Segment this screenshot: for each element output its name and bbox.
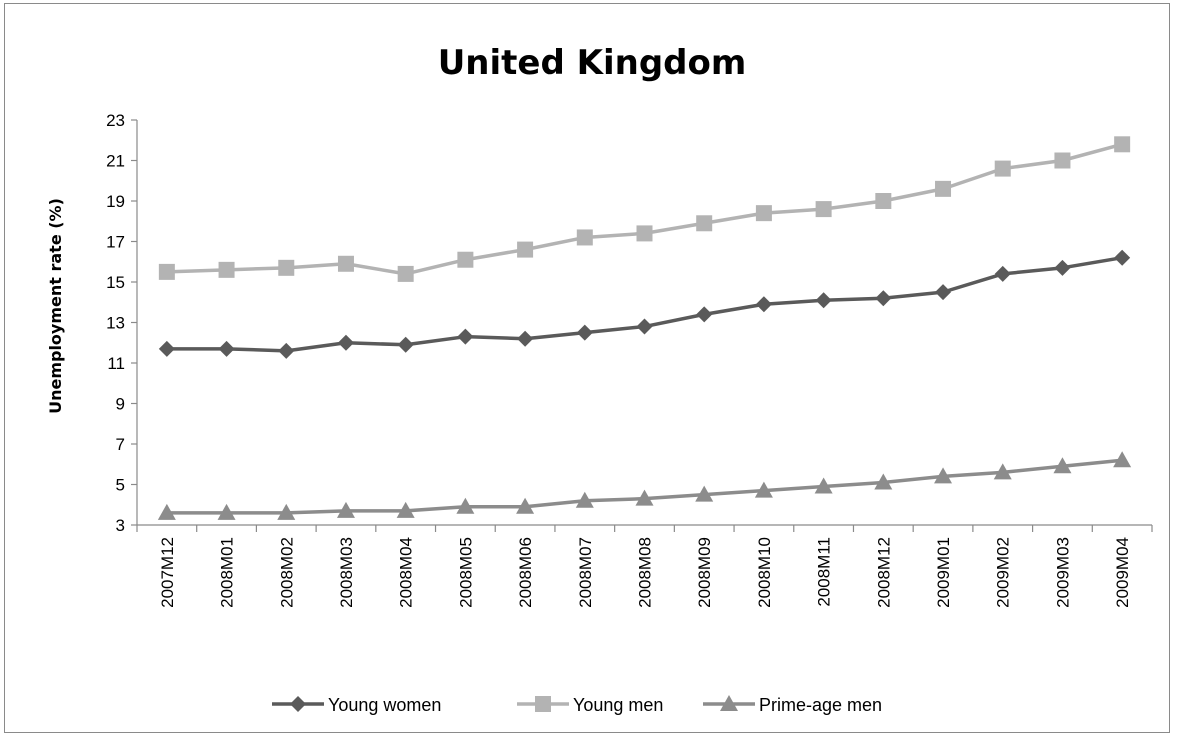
data-point-young-women [696, 306, 713, 323]
y-tick-label: 13 [106, 314, 125, 333]
data-point-young-men [278, 259, 295, 276]
data-point-prime-age-men [456, 497, 475, 514]
series-line-young-men [166, 142, 1123, 276]
legend-marker-young-women [290, 696, 306, 712]
x-tick-label: 2009M04 [1113, 537, 1132, 608]
y-tick-label: 3 [116, 516, 125, 535]
legend-marker-prime-age-men [720, 695, 738, 711]
data-point-young-women [517, 330, 534, 347]
data-point-young-men [576, 229, 593, 246]
data-point-young-men [815, 201, 832, 218]
data-point-young-men [875, 193, 892, 209]
data-point-prime-age-men [516, 497, 535, 514]
data-point-young-women [815, 292, 832, 309]
data-point-prime-age-men [754, 481, 773, 498]
data-point-prime-age-men [635, 489, 654, 506]
data-point-young-women [636, 318, 653, 335]
y-tick-label: 11 [107, 354, 125, 373]
data-point-young-men [517, 241, 534, 258]
data-point-young-men [994, 160, 1011, 177]
legend-label-young-women: Young women [328, 695, 441, 715]
data-point-young-women [457, 328, 474, 345]
data-point-young-women [1054, 259, 1071, 276]
data-point-prime-age-men [1053, 457, 1072, 474]
y-axis-title: Unemployment rate (%) [46, 198, 65, 414]
plot-area: 3 5 7 9 11 13 15 17 19 21 23 2007M12 2008M01 2008M02 2… [106, 111, 1153, 608]
data-point-prime-age-men [695, 485, 714, 502]
data-point-young-women [218, 340, 235, 357]
data-point-young-men [457, 251, 474, 268]
data-point-prime-age-men [814, 477, 833, 494]
data-point-prime-age-men [396, 501, 415, 518]
legend-marker-young-men [535, 696, 551, 712]
data-point-prime-age-men [217, 503, 236, 520]
data-point-young-men [755, 205, 772, 222]
y-tick-label: 5 [116, 476, 125, 495]
legend: Young women Young men Prime-age men [272, 695, 882, 715]
y-tick-label: 23 [106, 111, 125, 130]
data-point-prime-age-men [157, 503, 176, 520]
y-tick-label: 17 [106, 233, 125, 252]
data-point-young-men [1054, 152, 1071, 169]
data-point-young-women [397, 336, 414, 353]
data-point-young-men [397, 265, 414, 282]
chart-title: United Kingdom [438, 43, 747, 83]
data-point-prime-age-men [336, 501, 355, 518]
y-tick-label: 9 [116, 395, 125, 414]
data-point-young-women [278, 342, 295, 359]
legend-label-prime-age-men: Prime-age men [759, 695, 882, 715]
data-point-young-men [636, 225, 653, 242]
y-tick-label: 21 [106, 152, 125, 171]
x-tick-label: 2008M01 [218, 537, 237, 608]
x-tick-label: 2009M01 [934, 537, 953, 608]
x-tick-label: 2008M03 [337, 537, 356, 608]
data-point-prime-age-men [993, 463, 1012, 480]
x-tick-label: 2008M10 [755, 537, 774, 608]
x-tick-label: 2007M12 [158, 537, 177, 608]
x-tick-label: 2008M11 [815, 537, 834, 607]
data-point-young-men [337, 255, 354, 272]
data-point-young-women [158, 340, 175, 357]
x-tick-label: 2008M05 [456, 537, 475, 608]
data-point-young-women [994, 265, 1011, 282]
data-point-young-women [875, 290, 892, 307]
y-tick-label: 15 [106, 273, 125, 292]
data-point-young-men [1114, 136, 1131, 153]
data-point-prime-age-men [934, 467, 953, 484]
data-point-young-men [935, 180, 952, 197]
x-tick-label: 2008M08 [636, 537, 655, 608]
x-tick-label: 2008M04 [397, 537, 416, 608]
data-point-young-men [696, 215, 713, 232]
y-tick-label: 19 [106, 192, 125, 211]
data-point-young-men [158, 263, 175, 280]
x-tick-label: 2008M12 [874, 537, 893, 608]
data-point-young-women [1114, 249, 1131, 266]
chart-frame [4, 3, 1170, 733]
data-point-young-women [576, 324, 593, 341]
y-tick-label: 7 [116, 435, 125, 454]
data-point-prime-age-men [1113, 451, 1132, 468]
data-point-young-women [337, 334, 354, 351]
x-tick-label: 2009M02 [994, 537, 1013, 608]
x-tick-label: 2008M06 [516, 537, 535, 608]
x-tick-label: 2009M03 [1053, 537, 1072, 608]
x-tick-label: 2008M09 [695, 537, 714, 608]
data-point-prime-age-men [874, 473, 893, 490]
legend-label-young-men: Young men [573, 695, 663, 715]
data-point-prime-age-men [575, 491, 594, 508]
x-tick-label: 2008M02 [277, 537, 296, 608]
series-line-young-women [166, 255, 1123, 353]
x-tick-label: 2008M07 [576, 537, 595, 608]
data-point-prime-age-men [277, 503, 296, 520]
data-point-young-men [218, 261, 235, 278]
data-point-young-women [755, 296, 772, 313]
data-point-young-women [935, 284, 952, 301]
